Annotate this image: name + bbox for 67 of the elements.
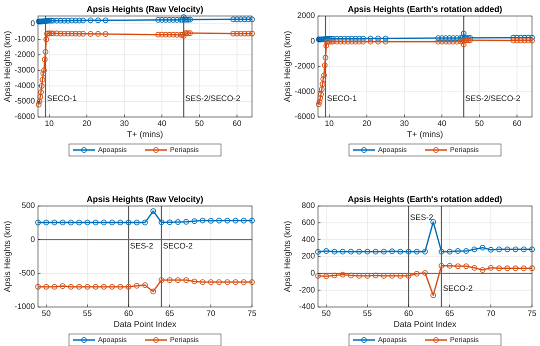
y-tick-label: -4000 <box>294 86 316 96</box>
ref-line-label: SECO-1 <box>327 94 358 103</box>
y-tick-label: 500 <box>22 201 36 210</box>
chart-title: Apsis Heights (Earth's rotation added) <box>348 4 502 14</box>
chart-title: Apsis Heights (Raw Velocity) <box>86 4 204 14</box>
y-axis-title: Apsis Heights (km) <box>2 220 12 292</box>
x-tick-label: 30 <box>400 119 410 128</box>
x-axis-title: Data Point Index <box>394 319 458 329</box>
x-tick-label: 50 <box>322 309 332 318</box>
x-tick-label: 65 <box>165 309 175 318</box>
x-tick-label: 40 <box>437 119 447 128</box>
x-tick-label: 30 <box>120 119 130 128</box>
y-axis-title: Apsis Heights (km) <box>2 30 12 102</box>
ref-line-label: SECO-1 <box>47 94 78 103</box>
y-tick-label: -1000 <box>14 34 36 44</box>
x-tick-label: 70 <box>486 309 496 318</box>
y-tick-label: -200 <box>298 285 316 294</box>
x-tick-label: 10 <box>324 119 334 128</box>
x-tick-label: 60 <box>404 309 414 318</box>
x-tick-label: 60 <box>124 309 134 318</box>
x-tick-label: 60 <box>232 119 242 128</box>
y-tick-label: 200 <box>302 252 316 261</box>
y-tick-label: -2000 <box>14 50 36 59</box>
ref-line-label: SES-2/SECO-2 <box>465 94 521 103</box>
x-tick-label: 65 <box>445 309 455 318</box>
y-tick-label: -6000 <box>14 112 36 122</box>
x-tick-label: 50 <box>194 119 204 128</box>
x-axis-title: T+ (mins) <box>406 129 444 139</box>
x-tick-label: 20 <box>362 119 372 128</box>
x-tick-label: 40 <box>157 119 167 128</box>
y-tick-label: 800 <box>302 201 316 210</box>
x-tick-label: 50 <box>474 119 484 128</box>
y-tick-label: -3000 <box>14 65 36 74</box>
x-tick-label: 60 <box>512 119 522 128</box>
y-tick-label: -1000 <box>14 302 36 312</box>
x-tick-label: 70 <box>206 309 216 318</box>
x-tick-label: 55 <box>362 309 372 318</box>
x-axis-title: T+ (mins) <box>126 129 164 139</box>
y-tick-label: -500 <box>18 268 36 278</box>
y-tick-label: -6000 <box>294 112 316 122</box>
y-tick-label: 2000 <box>297 11 316 20</box>
chart-title: Apsis Heights (Earth's rotation added) <box>348 194 502 204</box>
y-tick-label: -2000 <box>294 62 316 71</box>
y-tick-label: 400 <box>302 234 316 244</box>
x-axis-title: Data Point Index <box>114 319 178 329</box>
x-tick-label: 55 <box>82 309 92 318</box>
ref-line-label: SES-2 <box>410 213 434 222</box>
y-tick-label: 0 <box>310 36 316 46</box>
ref-line-label: SECO-2 <box>442 284 474 293</box>
ref-line-label: SES-2 <box>130 242 154 251</box>
ref-line-label: SES-2/SECO-2 <box>185 94 241 103</box>
y-tick-label: -4000 <box>14 81 36 90</box>
x-tick-label: 10 <box>44 119 54 128</box>
x-tick-label: 20 <box>82 119 92 128</box>
y-axis-title: Apsis Heights (km) <box>282 220 292 292</box>
y-tick-label: 0 <box>30 18 36 28</box>
x-tick-label: 75 <box>248 309 257 318</box>
y-tick-label: 0 <box>30 234 36 244</box>
chart-title: Apsis Heights (Raw Velocity) <box>86 194 204 204</box>
y-tick-label: -400 <box>298 302 316 312</box>
x-tick-label: 50 <box>42 309 52 318</box>
y-tick-label: 600 <box>302 218 316 227</box>
y-axis-title: Apsis Heights (km) <box>282 30 292 102</box>
ref-line-label: SECO-2 <box>162 242 194 251</box>
y-tick-label: -5000 <box>14 96 36 106</box>
y-tick-label: 0 <box>310 268 316 278</box>
x-tick-label: 75 <box>528 309 537 318</box>
